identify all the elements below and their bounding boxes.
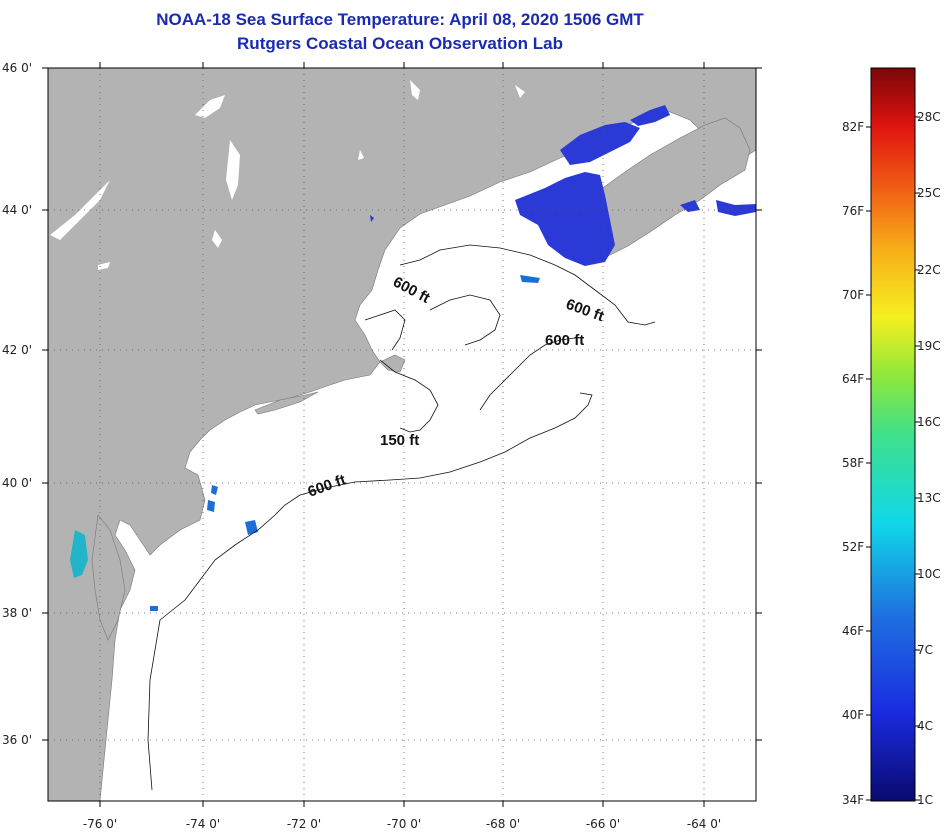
- cb-c-25: 25C: [917, 186, 941, 200]
- cb-f-82: 82F: [842, 120, 865, 134]
- latitude-labels: 46 0' 44 0' 42 0' 40 0' 38 0' 36 0': [2, 61, 32, 747]
- lon-label-74: -74 0': [186, 817, 220, 831]
- cb-c-4: 4C: [917, 719, 934, 733]
- cb-f-64: 64F: [842, 372, 865, 386]
- contour-600ft-gulf: [399, 244, 656, 326]
- contour-label-3: 600 ft: [545, 332, 584, 349]
- cb-f-52: 52F: [842, 540, 865, 554]
- contour-inner: [364, 294, 501, 351]
- map-subtitle: Rutgers Coastal Ocean Observation Lab: [237, 34, 563, 53]
- lakes-layer: [50, 80, 525, 270]
- contour-600ft-bank: [479, 337, 576, 411]
- cb-f-76: 76F: [842, 204, 865, 218]
- longitude-labels: -76 0' -74 0' -72 0' -70 0' -68 0' -66 0…: [83, 817, 721, 831]
- lat-label-46: 46 0': [2, 61, 32, 75]
- lon-label-72: -72 0': [287, 817, 321, 831]
- cold-sst-patches: [370, 105, 756, 266]
- lat-label-36: 36 0': [2, 733, 32, 747]
- cb-c-19: 19C: [917, 339, 941, 353]
- cb-c-7: 7C: [917, 643, 934, 657]
- lat-label-44: 44 0': [2, 203, 32, 217]
- lon-label-68: -68 0': [486, 817, 520, 831]
- colorbar: [870, 67, 916, 802]
- cb-c-28: 28C: [917, 110, 941, 124]
- lat-label-40: 40 0': [2, 476, 32, 490]
- cb-f-40: 40F: [842, 708, 865, 722]
- contour-150ft: [379, 359, 439, 433]
- bathymetry-contours: [147, 244, 656, 791]
- cb-f-46: 46F: [842, 624, 865, 638]
- cape-cod: [379, 354, 406, 373]
- cb-f-58: 58F: [842, 456, 865, 470]
- lat-label-38: 38 0': [2, 606, 32, 620]
- lon-label-64: -64 0': [687, 817, 721, 831]
- long-island: [254, 391, 319, 415]
- tick-marks: [42, 62, 762, 807]
- lat-label-42: 42 0': [2, 343, 32, 357]
- contour-600ft-shelf: [147, 392, 593, 791]
- cb-f-34: 34F: [842, 793, 865, 807]
- cb-c-13: 13C: [917, 491, 941, 505]
- teal-sst-patches: [70, 530, 88, 578]
- cb-f-70: 70F: [842, 288, 865, 302]
- cb-c-16: 16C: [917, 415, 941, 429]
- cool-sst-patches: [150, 275, 540, 611]
- colorbar-ticks: [866, 116, 920, 801]
- lon-label-76: -76 0': [83, 817, 117, 831]
- lon-label-70: -70 0': [387, 817, 421, 831]
- cb-c-1: 1C: [917, 793, 934, 807]
- lon-label-66: -66 0': [586, 817, 620, 831]
- cb-c-10: 10C: [917, 567, 941, 581]
- contour-label-4: 150 ft: [380, 432, 419, 449]
- map-title: NOAA-18 Sea Surface Temperature: April 0…: [156, 10, 644, 29]
- graticule: [48, 68, 756, 801]
- cb-c-22: 22C: [917, 263, 941, 277]
- map-frame: [47, 67, 757, 802]
